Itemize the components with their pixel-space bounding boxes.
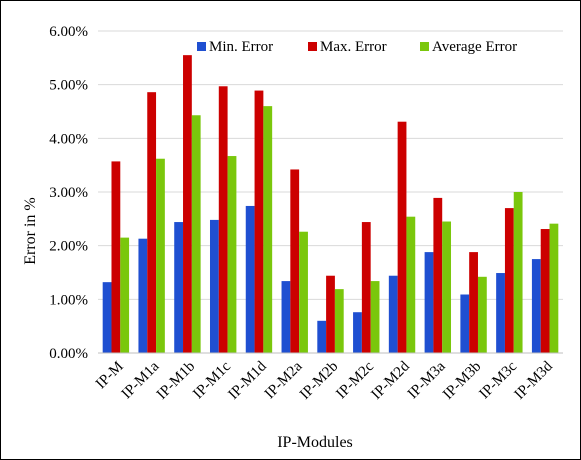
x-tick-label: IP-M1b [154,359,198,403]
x-tick-label: IP-M2d [369,358,414,403]
bar-average-error-ip-m [120,237,130,353]
x-tick-label: IP-M1c [190,358,234,402]
bar-max-error-ip-m2b [326,275,335,353]
x-tick-label: IP-M2a [262,358,306,402]
bar-max-error-ip-m2c [361,222,371,353]
x-tick-label: IP-M1a [119,358,163,402]
y-tick-label: 3.00% [49,185,88,201]
bar-max-error-ip-m1a [147,92,157,354]
bar-average-error-ip-m1a [156,158,165,353]
bar-average-error-ip-m3d [549,223,559,353]
bar-min-error-ip-m1b [174,222,184,353]
bar-max-error-ip-m3b [469,252,478,353]
bar-average-error-ip-m1b [191,115,201,353]
bar-min-error-ip-m1c [209,219,219,353]
bar-average-error-ip-m3c [513,192,523,353]
bar-average-error-ip-m3a [442,221,452,353]
legend-label: Min. Error [209,39,273,55]
bars [102,55,559,354]
bar-min-error-ip-m1d [245,205,255,353]
y-tick-label: 5.00% [49,78,88,94]
legend-label: Max. Error [320,39,387,55]
bar-average-error-ip-m1c [227,156,237,353]
y-axis-title: Error in % [22,197,39,265]
bar-max-error-ip-m2d [397,121,407,354]
x-tick-label: IP-M3a [405,358,449,402]
bar-average-error-ip-m3b [477,276,487,353]
x-tick-label: IP-M2c [333,358,377,402]
x-tick-label: IP-M3b [440,359,484,403]
bar-average-error-ip-m2c [370,281,380,353]
bar-min-error-ip-m1a [138,238,148,353]
x-tick-labels: IP-MIP-M1aIP-M1bIP-M1cIP-M1dIP-M2aIP-M2b… [93,358,556,403]
bar-max-error-ip-m3d [540,229,550,353]
bar-min-error-ip-m2b [317,320,327,353]
x-axis-title: IP-Modules [277,434,353,451]
y-tick-label: 2.00% [49,239,88,255]
bar-min-error-ip-m2a [281,281,291,353]
bar-average-error-ip-m2b [334,289,344,353]
x-tick-label: IP-M1d [225,358,270,403]
x-tick-label: IP-M3c [476,358,520,402]
bar-min-error-ip-m3d [531,259,541,353]
bar-min-error-ip-m2d [388,275,398,353]
bar-max-error-ip-m1b [183,55,192,354]
grid-lines [98,30,563,300]
bar-max-error-ip-m2a [290,169,300,353]
bar-max-error-ip-m1c [218,86,228,353]
x-tick-label: IP-M3d [512,358,557,403]
bar-average-error-ip-m2a [299,231,308,353]
y-tick-label: 6.00% [49,24,88,40]
legend-swatch [197,42,206,51]
bar-average-error-ip-m2d [406,216,416,353]
legend-swatch [308,42,317,51]
legend-swatch [420,42,429,51]
bar-min-error-ip-m3c [496,273,505,353]
legend-label: Average Error [432,39,517,55]
bar-min-error-ip-m2c [353,312,362,353]
legend: Min. Error Max. Error Average Error [197,39,517,55]
bar-average-error-ip-m1d [263,106,273,353]
bar-min-error-ip-m3a [424,252,434,353]
y-tick-label: 1.00% [49,292,88,308]
bar-max-error-ip-m3c [504,208,514,353]
y-tick-labels: 0.00% 1.00% 2.00% 3.00% 4.00% 5.00% 6.00% [49,24,88,362]
y-tick-label: 0.00% [49,346,88,362]
bar-max-error-ip-m3a [433,197,443,353]
x-tick-label: IP-M2b [297,359,341,403]
bar-min-error-ip-m3b [460,294,470,353]
y-tick-label: 4.00% [49,131,88,147]
bar-max-error-ip-m [111,161,121,353]
bar-max-error-ip-m1d [254,90,264,353]
bar-min-error-ip-m [102,282,112,353]
